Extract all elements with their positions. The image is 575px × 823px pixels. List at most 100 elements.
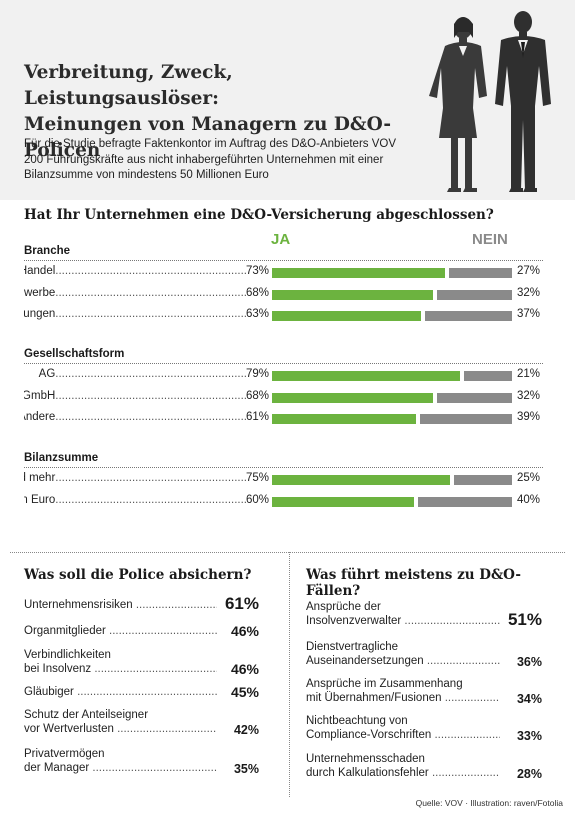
item-line: Unternehmensrisiken ....................… xyxy=(24,598,217,612)
row-label-text: Dienstleistungen xyxy=(24,308,56,320)
item-value: 34% xyxy=(516,691,542,706)
subtitle-line-3: Bilanzsumme von mindestens 50 Millionen … xyxy=(24,169,269,181)
item-label: bei Insolvenz xyxy=(24,663,92,675)
item-label: mit Übernahmen/Fusionen xyxy=(306,692,442,704)
leader-dots: ........................................… xyxy=(109,625,217,637)
group-rule xyxy=(24,467,543,468)
item-label: Auseinandersetzungen xyxy=(306,655,424,667)
row-label-text: Handel xyxy=(24,265,56,277)
leader-dots: ........................................… xyxy=(434,729,500,741)
bar-nein xyxy=(418,496,512,507)
group-label: Bilanzsumme xyxy=(24,452,99,464)
item-value: 35% xyxy=(233,761,259,776)
page-title: Verbreitung, Zweck, Leistungsauslöser: M… xyxy=(24,60,424,164)
item-value: 46% xyxy=(230,661,259,677)
item-label: Nichtbeachtung von xyxy=(306,715,408,727)
item-value: 51% xyxy=(507,610,542,629)
ranking-item: Unternehmensrisiken ....................… xyxy=(24,598,217,612)
item-label: der Manager xyxy=(24,762,90,774)
ranking-item: Privatvermögen der Manager ..............… xyxy=(24,747,217,775)
leader-dots: ........................................… xyxy=(426,655,500,667)
leader-dots: ........................................… xyxy=(55,286,247,299)
leader-dots: ........................................… xyxy=(117,723,217,735)
item-label: durch Kalkulationsfehler xyxy=(306,767,429,779)
item-line: Unternehmensschaden xyxy=(306,752,500,766)
nein-value: 37% xyxy=(517,308,541,320)
item-label: Verbindlichkeiten xyxy=(24,649,111,661)
bar-nein xyxy=(463,371,512,381)
nein-value: 40% xyxy=(517,493,541,506)
column-divider xyxy=(289,552,290,797)
leader-dots: ........................................… xyxy=(55,308,247,320)
item-label: vor Wertverlusten xyxy=(24,723,114,735)
item-label: Schutz der Anteilseigner xyxy=(24,709,149,721)
item-value: 28% xyxy=(516,766,542,781)
row-label-text: 100 Millionen Euro und mehr xyxy=(24,472,56,484)
bar-ja xyxy=(272,289,434,300)
title-line-1: Verbreitung, Zweck, Leistungsauslöser: xyxy=(24,62,233,109)
leader-dots: ........................................… xyxy=(404,615,500,627)
group-rule xyxy=(24,363,543,364)
item-value: 46% xyxy=(230,623,259,639)
item-line: Gläubiger ..............................… xyxy=(24,685,217,699)
item-label: Ansprüche der xyxy=(306,601,381,613)
item-label: Organmitglieder xyxy=(24,625,106,637)
panel-title: Was führt meistens zu D&O-Fällen? xyxy=(306,567,521,599)
row-label-text: Andere xyxy=(24,411,56,423)
row-label: GmbH....................................… xyxy=(24,390,247,402)
item-line: Insolvenzverwalter .....................… xyxy=(306,614,500,628)
item-line: bei Insolvenz ..........................… xyxy=(24,662,217,676)
group-label: Gesellschaftsform xyxy=(24,348,125,360)
leader-dots: ........................................… xyxy=(431,767,500,779)
ranking-item: Dienstvertragliche Auseinandersetzungen .… xyxy=(306,640,500,668)
leader-dots: ........................................… xyxy=(77,686,217,698)
item-line: Nichtbeachtung von xyxy=(306,714,500,728)
item-value: 33% xyxy=(516,728,542,743)
row-label-text: GmbH xyxy=(24,389,56,402)
leader-dots: ........................................… xyxy=(55,493,247,506)
ranking-item: Ansprüche im Zusammenhang mit Übernahmen/… xyxy=(306,677,500,705)
leader-dots: ........................................… xyxy=(55,389,247,402)
leader-dots: ........................................… xyxy=(444,692,500,704)
item-line: Privatvermögen xyxy=(24,747,217,761)
business-people-illustration xyxy=(429,11,551,192)
item-label: Unternehmensrisiken xyxy=(24,599,133,611)
item-line: Compliance-Vorschriften ................… xyxy=(306,728,500,742)
item-label: Insolvenzverwalter xyxy=(306,615,402,627)
item-label: Compliance-Vorschriften xyxy=(306,729,432,741)
ranking-item: Verbindlichkeiten bei Insolvenz .........… xyxy=(24,648,217,676)
row-label-text: Industrie / Produzierendes Gewerbe xyxy=(24,286,56,299)
ranking-item: Unternehmensschaden durch Kalkulationsfeh… xyxy=(306,752,500,780)
bar-nein xyxy=(425,311,512,321)
ja-value: 63% xyxy=(246,308,270,320)
row-label-text: AG xyxy=(38,368,56,380)
nein-value: 32% xyxy=(517,389,541,402)
nein-value: 25% xyxy=(517,472,541,484)
source-credit: Quelle: VOV · Illustration: raven/Fotoli… xyxy=(415,798,563,808)
ja-value: 79% xyxy=(246,368,270,380)
item-line: Dienstvertragliche xyxy=(306,640,500,654)
nein-value: 21% xyxy=(517,368,541,380)
leader-dots: ........................................… xyxy=(55,265,247,277)
bar-ja xyxy=(272,371,460,381)
row-label-text: 50 bis 100 Millionen Euro xyxy=(24,493,56,506)
item-label: Gläubiger xyxy=(24,686,74,698)
item-label: Dienstvertragliche xyxy=(306,641,399,653)
panel-title: Was soll die Police absichern? xyxy=(24,567,252,583)
row-label: 50 bis 100 Millionen Euro...............… xyxy=(24,494,247,506)
ranking-item: Ansprüche der Insolvenzverwalter ........… xyxy=(306,600,500,628)
item-value: 36% xyxy=(516,654,542,669)
bar-nein xyxy=(437,289,512,300)
item-value: 42% xyxy=(233,722,259,737)
nein-value: 32% xyxy=(517,286,541,299)
ranking-item: Gläubiger ..............................… xyxy=(24,685,217,699)
ja-value: 60% xyxy=(246,493,270,506)
bar-nein xyxy=(420,414,512,424)
item-line: durch Kalkulationsfehler ...............… xyxy=(306,766,500,780)
bar-ja xyxy=(272,392,434,403)
title-line-2: Meinungen von Managern zu D&O-Policen xyxy=(24,114,392,161)
leader-dots: ........................................… xyxy=(55,411,247,423)
leader-dots: ........................................… xyxy=(94,663,217,675)
bar-ja xyxy=(272,414,417,424)
header-panel: Verbreitung, Zweck, Leistungsauslöser: M… xyxy=(0,0,575,200)
